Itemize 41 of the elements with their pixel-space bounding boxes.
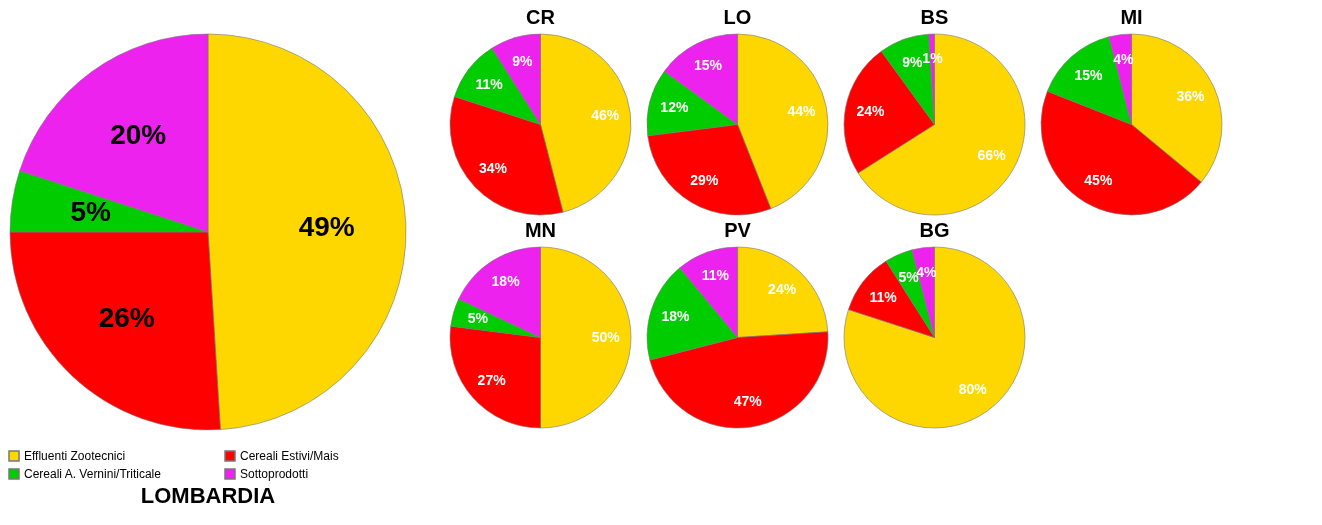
data-label: 66%: [977, 146, 1007, 163]
pie-slice: [843, 246, 1026, 429]
data-label: 9%: [512, 52, 533, 69]
data-label: 11%: [475, 75, 504, 92]
data-label: 24%: [768, 281, 797, 297]
data-label: 29%: [690, 171, 719, 188]
data-label: 18%: [491, 273, 521, 290]
text: LOMBARDIA: [140, 483, 276, 508]
data-label: 36%: [1176, 87, 1206, 104]
chart-title: PV: [724, 219, 752, 241]
chart-title: CR: [526, 6, 556, 28]
data-label: 34%: [478, 160, 508, 177]
legend-label: Effluenti Zootecnici: [24, 449, 126, 463]
data-label: 15%: [1074, 66, 1103, 83]
data-label: 20%: [110, 118, 167, 150]
data-label: 24%: [856, 103, 886, 120]
legend-label: Cereali A. Vernini/Triticale: [24, 467, 162, 481]
data-label: 27%: [477, 371, 507, 388]
chart-title: MI: [1120, 6, 1143, 28]
data-label: 47%: [733, 392, 763, 409]
data-label: 5%: [70, 196, 111, 228]
data-label: 50%: [591, 328, 621, 345]
data-label: 15%: [693, 57, 723, 74]
data-label: 49%: [298, 211, 355, 243]
data-label: 5%: [467, 310, 489, 327]
chart-title: BG: [919, 219, 950, 241]
chart-title: MN: [524, 219, 557, 241]
data-label: 45%: [1084, 171, 1113, 188]
chart-title: LO: [723, 6, 752, 28]
data-label: 11%: [701, 267, 730, 284]
legend-label: Sottoprodotti: [240, 467, 309, 481]
data-label: 12%: [660, 99, 689, 116]
data-label: 1%: [922, 50, 944, 67]
chart-title: BS: [920, 6, 949, 28]
data-label: 44%: [787, 103, 817, 120]
legend-label: Cereali Estivi/Mais: [240, 449, 339, 463]
data-label: 46%: [591, 107, 620, 124]
data-label: 80%: [958, 381, 988, 398]
data-label: 26%: [98, 301, 155, 333]
data-label: 18%: [661, 308, 691, 325]
data-label: 11%: [869, 288, 898, 305]
